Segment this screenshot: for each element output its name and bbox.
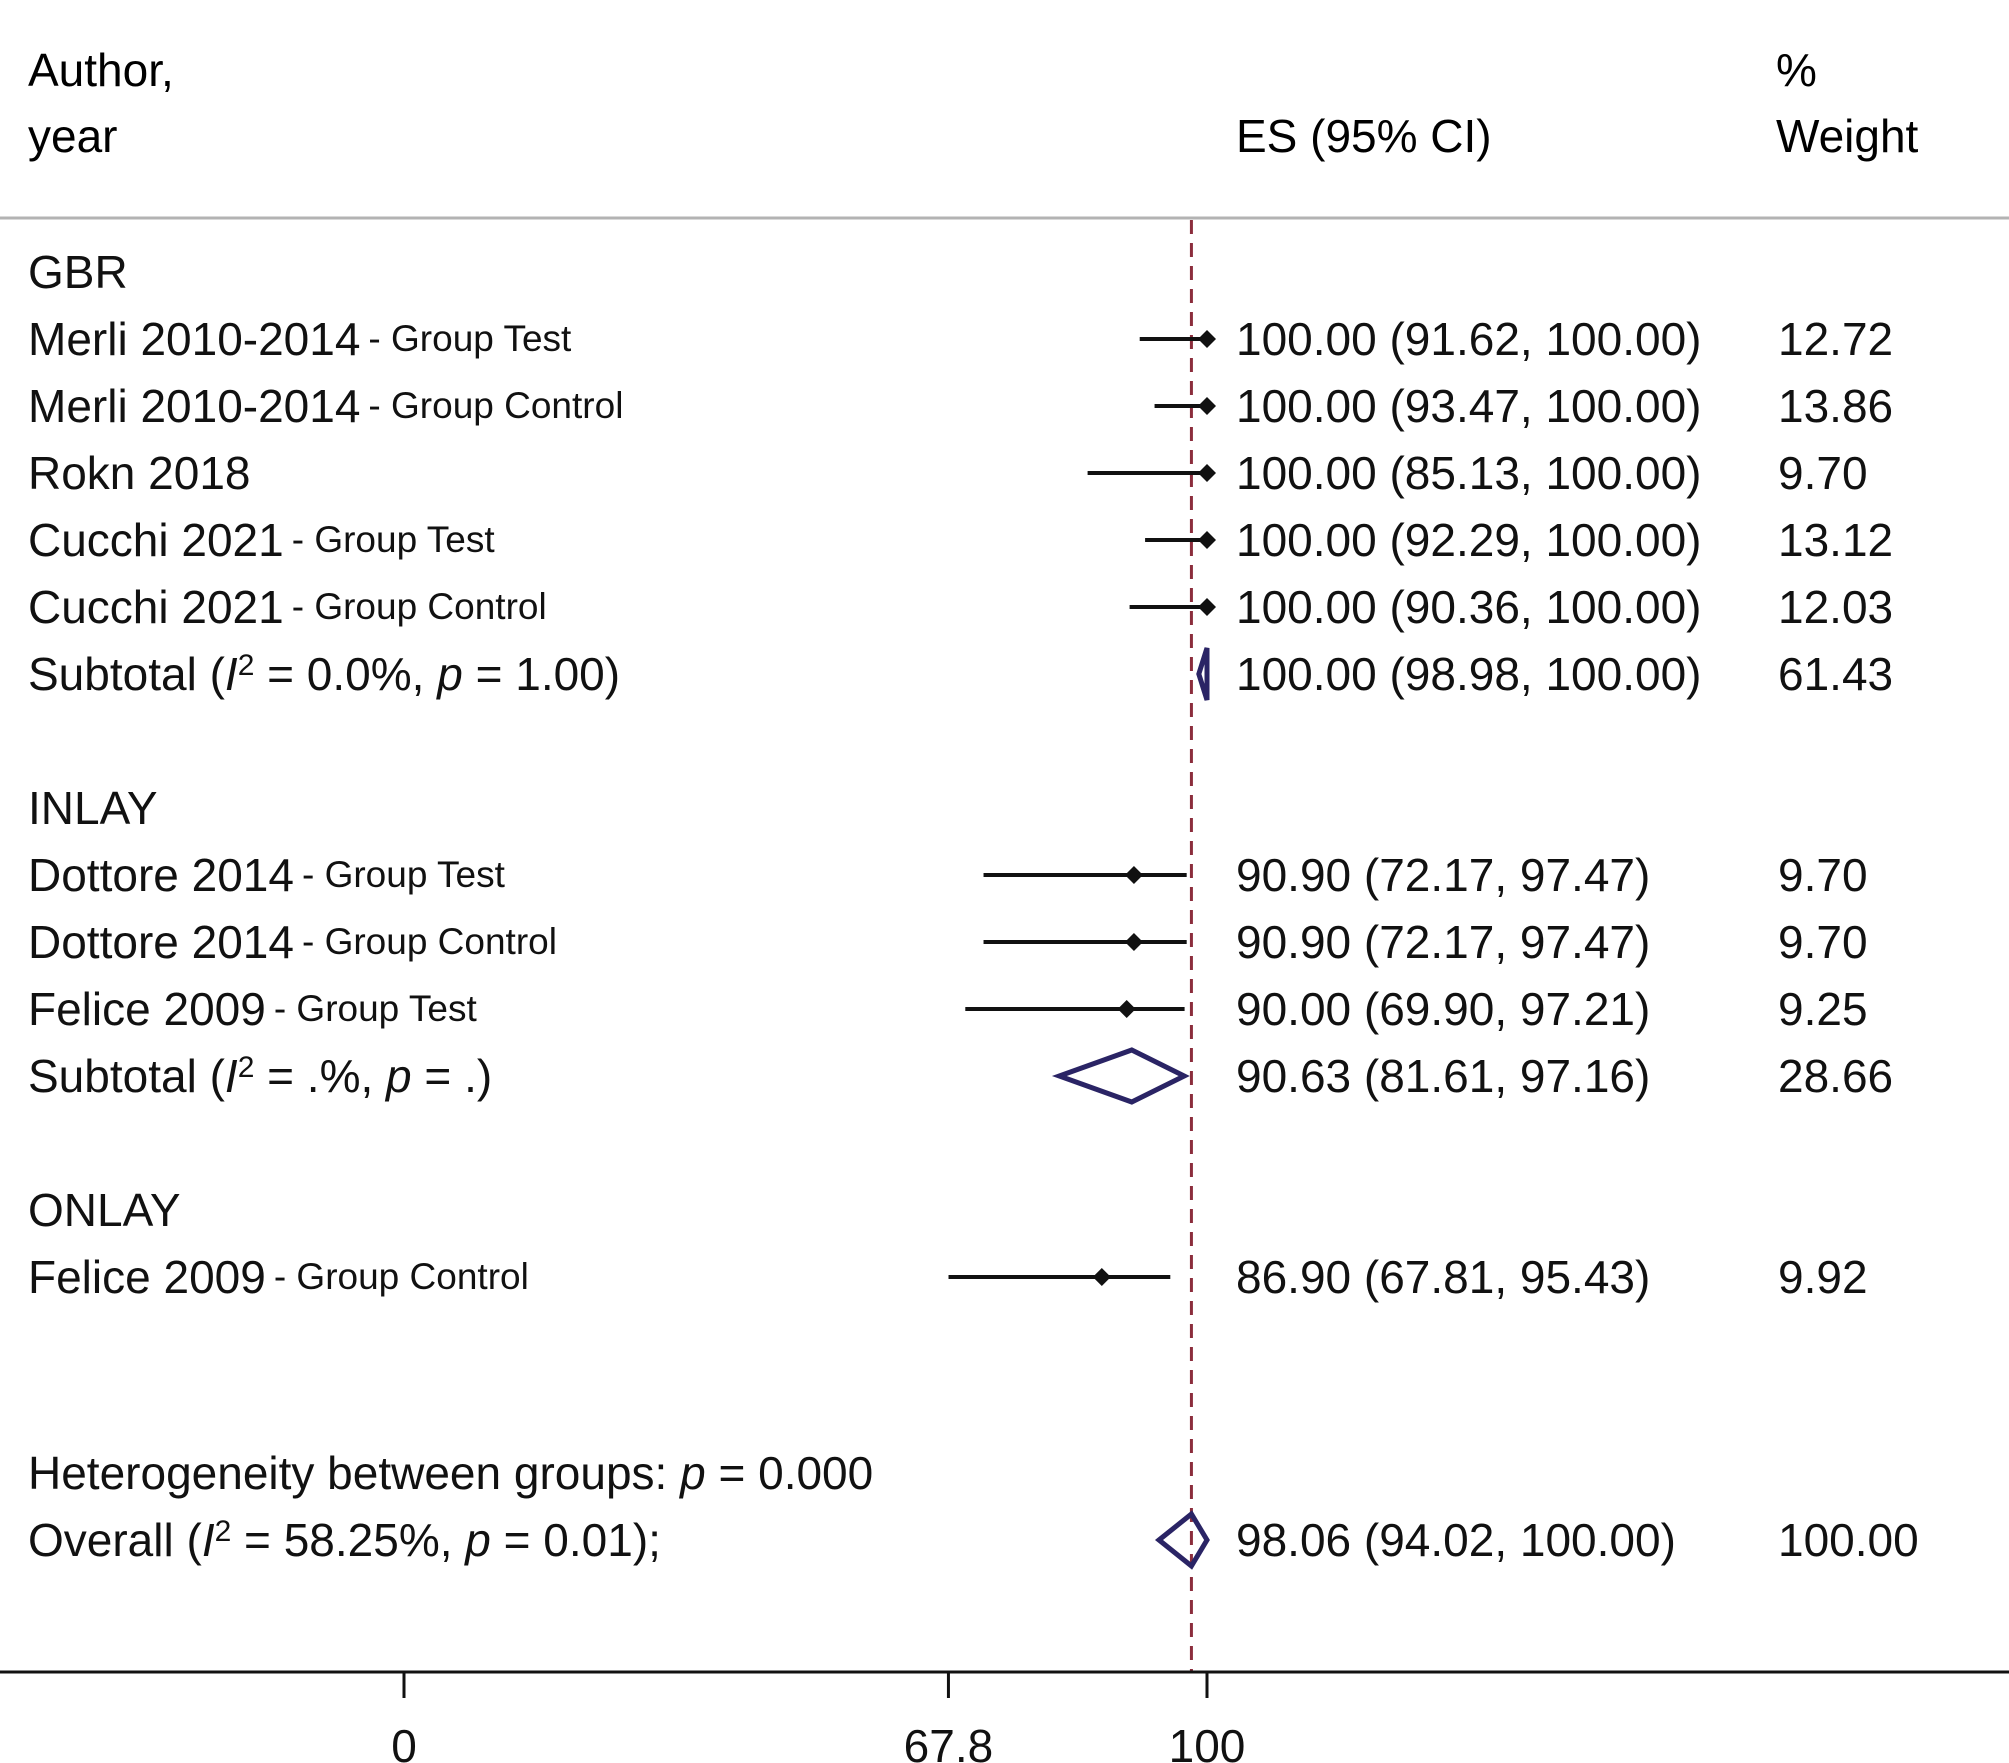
subtotal-ci-text: 90.63 (81.61, 97.16) bbox=[1236, 1050, 1650, 1102]
study-ci-text: 86.90 (67.81, 95.43) bbox=[1236, 1251, 1650, 1303]
study-author: Rokn 2018 bbox=[28, 447, 251, 499]
subtotal-weight: 28.66 bbox=[1778, 1050, 1893, 1102]
study-group-label: - Group Test bbox=[274, 988, 478, 1029]
overall-ci-text: 98.06 (94.02, 100.00) bbox=[1236, 1514, 1676, 1566]
study-author: Merli 2010-2014 bbox=[28, 380, 360, 432]
group-heading: GBR bbox=[28, 246, 128, 298]
study-group-label: - Group Test bbox=[368, 318, 572, 359]
study-group-label: - Group Test bbox=[302, 854, 506, 895]
study-group-label: - Group Control bbox=[302, 921, 557, 962]
point-estimate-marker bbox=[1117, 1000, 1136, 1018]
study-ci-text: 100.00 (92.29, 100.00) bbox=[1236, 514, 1701, 566]
study-weight: 9.70 bbox=[1778, 916, 1868, 968]
overall-label: Overall (I2 = 58.25%, p = 0.01); bbox=[28, 1514, 661, 1566]
study-row: Felice 2009- Group Control 86.90 (67.81, … bbox=[28, 1251, 1868, 1303]
header-es: ES (95% CI) bbox=[1236, 110, 1492, 162]
overall-row: Overall (I2 = 58.25%, p = 0.01); 98.06 (9… bbox=[28, 1510, 1919, 1570]
subtotal-label: Subtotal (I2 = .%, p = .) bbox=[28, 1050, 492, 1102]
study-weight: 9.25 bbox=[1778, 983, 1868, 1035]
study-row: Dottore 2014- Group Control 90.90 (72.17,… bbox=[28, 916, 1868, 968]
study-group-label: - Group Test bbox=[292, 519, 496, 560]
subtotal-diamond bbox=[1051, 1047, 1190, 1105]
x-tick-label: 67.8 bbox=[904, 1720, 994, 1763]
x-tick-label: 0 bbox=[391, 1720, 417, 1763]
study-weight: 13.12 bbox=[1778, 514, 1893, 566]
x-tick-label: 100 bbox=[1169, 1720, 1246, 1763]
point-estimate-marker bbox=[1198, 464, 1216, 482]
header-author: Author, bbox=[28, 44, 174, 96]
study-author: Felice 2009 bbox=[28, 1251, 266, 1303]
point-estimate-marker bbox=[1198, 330, 1216, 348]
study-ci-text: 90.90 (72.17, 97.47) bbox=[1236, 916, 1650, 968]
study-weight: 9.92 bbox=[1778, 1251, 1868, 1303]
study-row: Cucchi 2021- Group Control 100.00 (90.36,… bbox=[28, 581, 1893, 633]
study-group-label: - Group Control bbox=[274, 1256, 529, 1297]
x-axis: 0 67.8 100 bbox=[0, 1670, 2009, 1763]
study-weight: 12.03 bbox=[1778, 581, 1893, 633]
point-estimate-marker bbox=[1124, 933, 1143, 951]
study-row: Dottore 2014- Group Test 90.90 (72.17, 97… bbox=[28, 849, 1868, 901]
study-ci-text: 100.00 (93.47, 100.00) bbox=[1236, 380, 1701, 432]
group-heading: ONLAY bbox=[28, 1184, 181, 1236]
point-estimate-marker bbox=[1124, 866, 1143, 884]
subtotal-label: Subtotal (I2 = 0.0%, p = 1.00) bbox=[28, 648, 620, 700]
subtotal-ci-text: 100.00 (98.98, 100.00) bbox=[1236, 648, 1701, 700]
study-author: Cucchi 2021 bbox=[28, 581, 284, 633]
header-percent: % bbox=[1776, 44, 1817, 96]
point-estimate-marker bbox=[1198, 598, 1216, 616]
study-author: Dottore 2014 bbox=[28, 849, 294, 901]
study-weight: 13.86 bbox=[1778, 380, 1893, 432]
study-author: Felice 2009 bbox=[28, 983, 266, 1035]
study-ci-text: 100.00 (85.13, 100.00) bbox=[1236, 447, 1701, 499]
study-row: Felice 2009- Group Test 90.00 (69.90, 97.… bbox=[28, 983, 1868, 1035]
subtotal-row: Subtotal (I2 = .%, p = .) 90.63 (81.61, 9… bbox=[28, 1047, 1893, 1105]
study-ci-text: 100.00 (91.62, 100.00) bbox=[1236, 313, 1701, 365]
study-row: Rokn 2018 100.00 (85.13, 100.00) 9.70 bbox=[28, 447, 1868, 499]
study-author: Cucchi 2021 bbox=[28, 514, 284, 566]
study-group-label: - Group Control bbox=[368, 385, 623, 426]
point-estimate-marker bbox=[1092, 1268, 1111, 1286]
study-ci-text: 90.00 (69.90, 97.21) bbox=[1236, 983, 1650, 1035]
subtotal-weight: 61.43 bbox=[1778, 648, 1893, 700]
subtotal-diamond bbox=[1196, 647, 1210, 701]
heterogeneity-text: Heterogeneity between groups: p = 0.000 bbox=[28, 1447, 873, 1499]
study-author: Dottore 2014 bbox=[28, 916, 294, 968]
study-author: Merli 2010-2014 bbox=[28, 313, 360, 365]
point-estimate-marker bbox=[1198, 397, 1216, 415]
study-ci-text: 90.90 (72.17, 97.47) bbox=[1236, 849, 1650, 901]
study-weight: 12.72 bbox=[1778, 313, 1893, 365]
study-group-label: - Group Control bbox=[292, 586, 547, 627]
point-estimate-marker bbox=[1198, 531, 1216, 549]
header-weight: Weight bbox=[1776, 110, 1919, 162]
study-ci-text: 100.00 (90.36, 100.00) bbox=[1236, 581, 1701, 633]
study-row: Merli 2010-2014- Group Test 100.00 (91.62… bbox=[28, 313, 1893, 365]
header-year: year bbox=[28, 110, 117, 162]
study-row: Merli 2010-2014- Group Control 100.00 (93… bbox=[28, 380, 1893, 432]
study-weight: 9.70 bbox=[1778, 447, 1868, 499]
overall-diamond bbox=[1154, 1510, 1210, 1570]
overall-weight: 100.00 bbox=[1778, 1514, 1919, 1566]
study-weight: 9.70 bbox=[1778, 849, 1868, 901]
study-row: Cucchi 2021- Group Test 100.00 (92.29, 10… bbox=[28, 514, 1893, 566]
subtotal-row: Subtotal (I2 = 0.0%, p = 1.00) 100.00 (98… bbox=[28, 647, 1893, 701]
group-heading: INLAY bbox=[28, 782, 158, 834]
